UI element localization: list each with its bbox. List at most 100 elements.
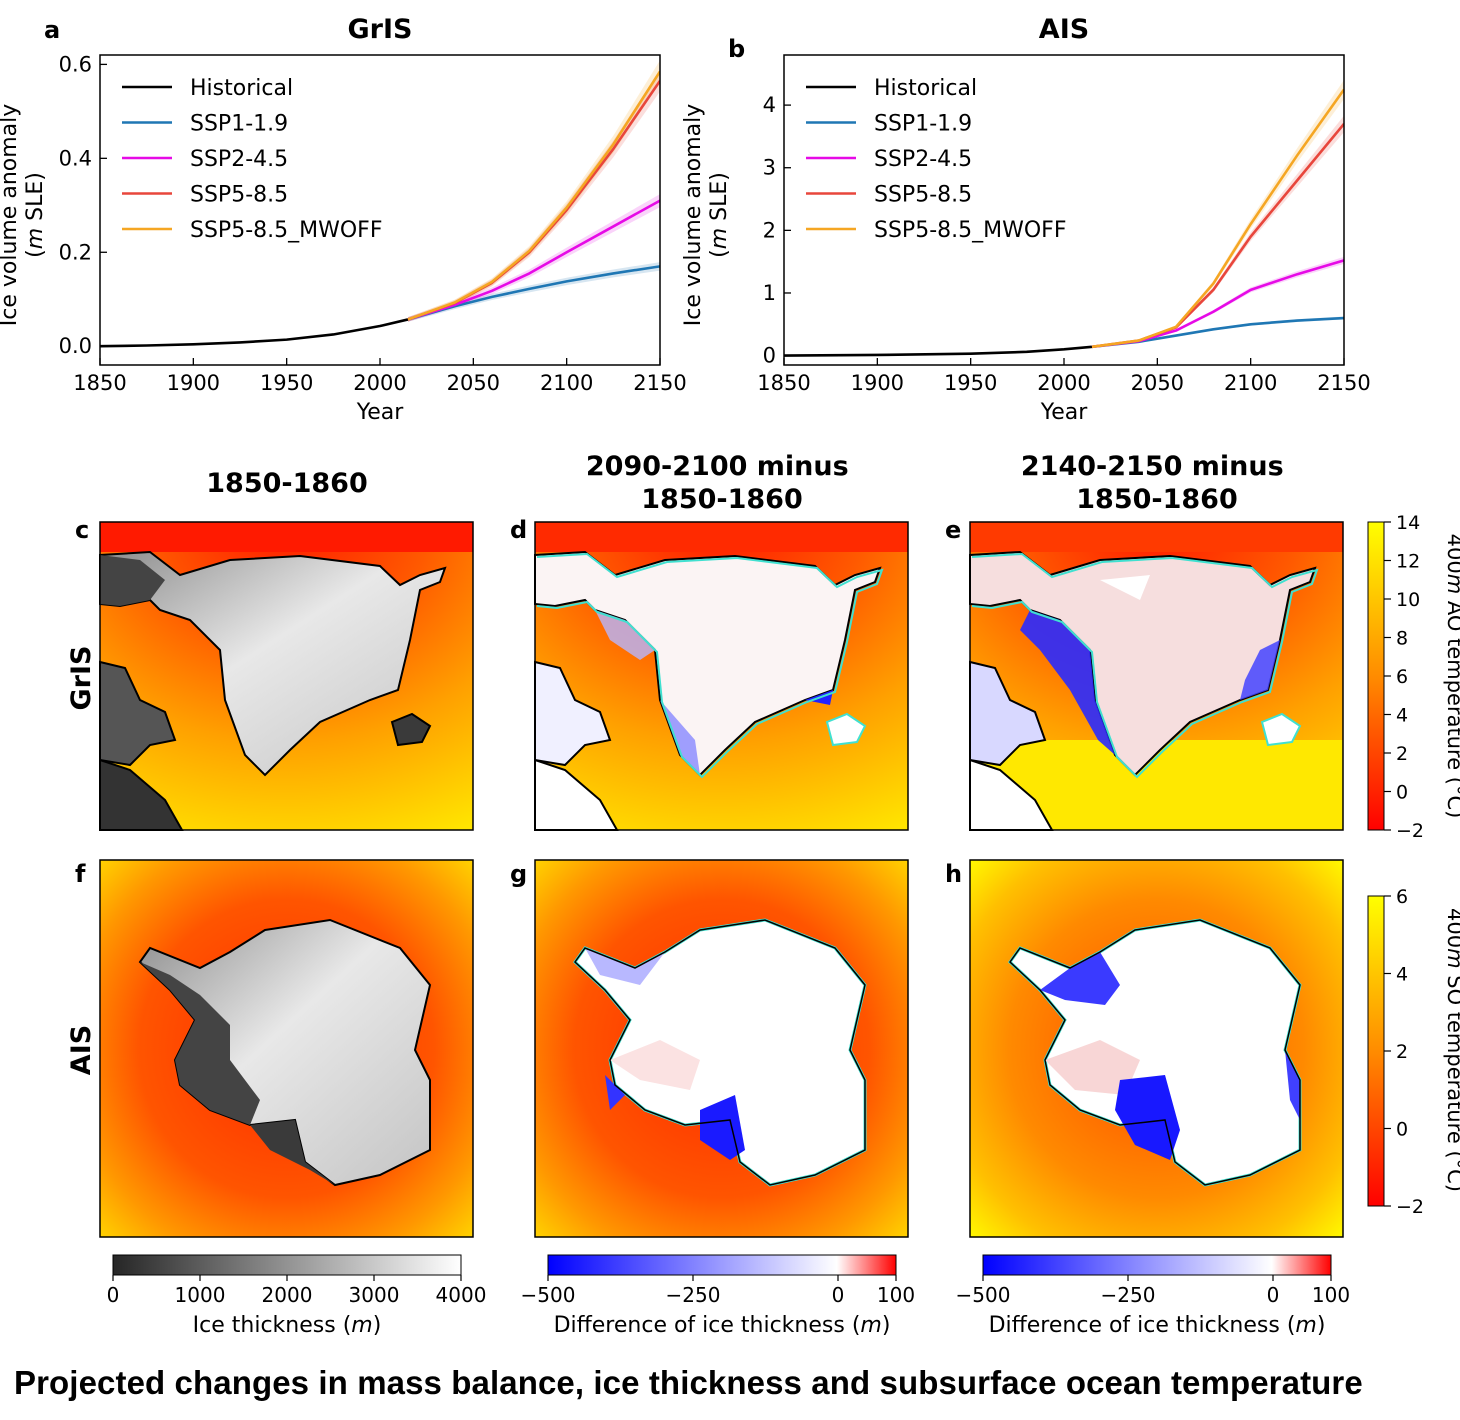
colorbar-diff-label-2100: Difference of ice thickness (m) (554, 1313, 891, 1338)
y-tick-label: 1 (763, 281, 776, 305)
legend-label: SSP1-1.9 (190, 112, 288, 137)
colorbar-tick-label: 2000 (262, 1283, 313, 1307)
colorbar-tick-label: −250 (1101, 1283, 1156, 1307)
y-tick-label: 0.6 (59, 52, 92, 76)
colorbar-thickness-diff-2150 (982, 1254, 1332, 1276)
colorbar-tick-label: 4 (1396, 705, 1408, 727)
figure-caption: Projected changes in mass balance, ice t… (14, 1364, 1363, 1401)
x-tick-label: 1950 (944, 371, 997, 395)
x-tick-label: 2000 (353, 371, 406, 395)
colorbar-tick-label: 4 (1396, 964, 1408, 986)
x-tick-label: 1850 (757, 371, 810, 395)
y-tick-label: 0.0 (59, 334, 92, 358)
colorbar-tick-label: 1000 (175, 1283, 226, 1307)
legend-label: Historical (190, 76, 293, 101)
x-tick-label: 1900 (167, 371, 220, 395)
x-tick-label: 2050 (1131, 371, 1184, 395)
panel-letter-d: d (510, 516, 527, 544)
legend-label: SSP1-1.9 (874, 112, 972, 137)
series-line-ssp5-8-5-mwoff (407, 70, 660, 321)
colorbar-tick-label: −500 (956, 1283, 1011, 1307)
series-line-historical (100, 318, 409, 348)
map-panel-h-ais-diff-2150 (969, 859, 1344, 1238)
colorbar-so-label: 400m SO temperature (°C) (1443, 908, 1460, 1192)
x-axis-label: Year (1040, 400, 1089, 425)
line-panel-ais: b AIS 1850 1900 1950 2000 2050 2100 2150 0 1 2 3 4 Yea… (681, 14, 1371, 425)
x-tick-label: 2000 (1037, 371, 1090, 395)
colorbar-ice-thickness (112, 1254, 462, 1276)
colorbar-tick-label: 4000 (436, 1283, 487, 1307)
panel-title-b: AIS (1039, 14, 1089, 45)
panel-letter-h: h (945, 860, 962, 888)
colorbar-horizontal-ticks: 0 1000 2000 3000 4000 −500 −250 0 100 −500 −250 0 10… (107, 1275, 1350, 1307)
colorbar-tick-label: −2 (1396, 820, 1424, 842)
colorbar-ice-thickness-label: Ice thickness (m) (193, 1313, 382, 1338)
colorbar-tick-label: 2 (1396, 1041, 1408, 1063)
colorbar-tick-label: 100 (1312, 1283, 1350, 1307)
colorbar-tick-label: 0 (1396, 782, 1408, 804)
line-panel-grIS: a GrIS 1850 1900 1950 2000 2050 2100 2150 0.0 0.2 0… (0, 14, 687, 425)
x-tick-label: 2150 (1317, 371, 1370, 395)
legend-label: SSP5-8.5_MWOFF (190, 218, 382, 243)
colorbar-thickness-diff-2100 (547, 1254, 897, 1276)
x-tick-label: 2150 (633, 371, 686, 395)
y-tick-label: 0 (763, 344, 776, 368)
map-column-title-3: 2140-2150 minus 1850-1860 (1021, 451, 1293, 515)
colorbar-ao-label: 400m AO temperature (°C) (1443, 534, 1460, 819)
map-panel-g-ais-diff-2100 (534, 859, 909, 1238)
y-axis-label: Ice volume anomaly(m SLE) (0, 104, 48, 327)
legend-label: SSP5-8.5_MWOFF (874, 218, 1066, 243)
legend-label: SSP5-8.5 (190, 183, 288, 208)
x-tick-label: 2050 (447, 371, 500, 395)
map-row-label-ais: AIS (66, 1025, 97, 1075)
y-tick-label: 4 (763, 93, 776, 117)
y-tick-label: 0.4 (59, 146, 92, 170)
x-tick-label: 2100 (540, 371, 593, 395)
colorbar-diff-label-2150: Difference of ice thickness (m) (989, 1313, 1326, 1338)
series-line-ssp2-4-5 (407, 199, 660, 321)
series-line-ssp1-1-9 (407, 265, 660, 321)
map-column-title-1: 1850-1860 (206, 468, 368, 499)
colorbar-tick-label: 6 (1396, 886, 1408, 908)
colorbar-tick-label: 12 (1396, 551, 1420, 573)
panel-letter-e: e (945, 516, 961, 544)
x-tick-label: 1850 (73, 371, 126, 395)
colorbar-tick-label: 3000 (349, 1283, 400, 1307)
series-line-historical (784, 345, 1093, 357)
legend-label: SSP5-8.5 (874, 183, 972, 208)
colorbar-tick-label: 0 (1396, 1119, 1408, 1141)
panel-letter-f: f (75, 860, 86, 888)
plot-frame (99, 54, 661, 366)
colorbar-ao-ticks: 14 12 10 8 6 4 2 0 −2 (1384, 512, 1424, 842)
colorbar-so-ticks: 6 4 2 0 −2 (1384, 886, 1424, 1218)
y-tick-label: 2 (763, 218, 776, 242)
panel-title-a: GrIS (348, 14, 413, 45)
panel-letter-g: g (510, 860, 527, 888)
map-row-label-gris: GrIS (66, 646, 97, 711)
uncertainty-band-ssp5-8-5 (1092, 115, 1344, 348)
map-panel-c-gris-ice-thickness (99, 521, 474, 831)
map-column-title-2: 2090-2100 minus 1850-1860 (586, 451, 858, 515)
series-line-ssp5-8-5-mwoff (1091, 88, 1344, 349)
colorbar-tick-label: 8 (1396, 628, 1408, 650)
colorbar-tick-label: 0 (1267, 1283, 1280, 1307)
colorbar-tick-label: 6 (1396, 666, 1408, 688)
map-panel-d-gris-diff-2100 (534, 521, 909, 831)
y-tick-label: 0.2 (59, 240, 92, 264)
series-line-ssp5-8-5 (1091, 123, 1344, 349)
panel-letter-a: a (44, 16, 60, 44)
colorbar-tick-label: 10 (1396, 589, 1420, 611)
series-line-ssp5-8-5 (407, 80, 660, 321)
legend-label: SSP2-4.5 (190, 147, 288, 172)
x-tick-label: 1950 (260, 371, 313, 395)
y-axis-label: Ice volume anomaly(m SLE) (681, 104, 732, 327)
colorbar-tick-label: 100 (877, 1283, 915, 1307)
legend-label: Historical (874, 76, 977, 101)
map-panel-f-ais-ice-thickness (99, 859, 474, 1238)
map-panel-e-gris-diff-2150 (969, 521, 1344, 831)
colorbar-ao-temperature (1367, 521, 1385, 831)
colorbar-tick-label: 2 (1396, 743, 1408, 765)
panel-letter-c: c (75, 516, 89, 544)
colorbar-tick-label: 14 (1396, 512, 1420, 534)
